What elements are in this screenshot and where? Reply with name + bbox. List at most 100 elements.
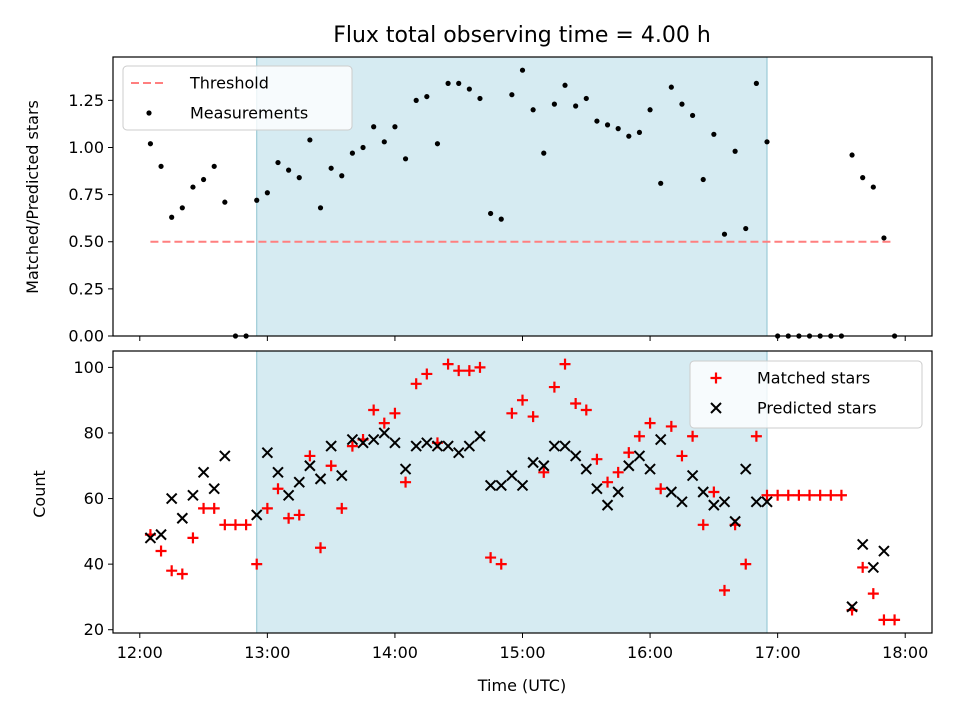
matched-star-point bbox=[261, 502, 273, 514]
measurement-point bbox=[658, 180, 664, 186]
predicted-star-point bbox=[750, 496, 763, 508]
matched-star-point bbox=[187, 532, 199, 544]
matched-star-point bbox=[219, 519, 231, 531]
predicted-star-point bbox=[654, 433, 667, 446]
measurement-point bbox=[498, 216, 504, 222]
measurement-point bbox=[668, 84, 674, 90]
measurement-point bbox=[604, 122, 611, 128]
matched-star-point bbox=[315, 542, 327, 554]
x-tick-label: 18:00 bbox=[882, 643, 928, 662]
measurement-point bbox=[275, 159, 281, 166]
predicted-star-point bbox=[633, 450, 646, 462]
predicted-star-point bbox=[740, 463, 752, 475]
predicted-star-point bbox=[410, 440, 422, 452]
plot-frame bbox=[112, 56, 933, 337]
predicted-star-point bbox=[176, 512, 189, 524]
matched-star-point bbox=[665, 420, 677, 432]
y-tick-label: 0.75 bbox=[68, 185, 104, 204]
matched-star-point bbox=[240, 519, 252, 531]
measurement-point bbox=[360, 144, 366, 151]
measurement-point bbox=[190, 184, 196, 190]
predicted-star-point bbox=[282, 489, 295, 501]
measurement-point bbox=[860, 175, 866, 181]
chart-title: Flux total observing time = 4.00 h bbox=[333, 23, 711, 48]
measurement-point bbox=[296, 175, 302, 181]
matched-star-point bbox=[538, 466, 550, 478]
measurement-point bbox=[870, 184, 876, 190]
x-axis-label: Time (UTC) bbox=[477, 676, 566, 695]
measurement-point bbox=[413, 97, 419, 103]
matched-star-point bbox=[495, 558, 507, 570]
measurement-point bbox=[636, 129, 643, 136]
matched-star-point bbox=[825, 489, 837, 501]
matched-star-point bbox=[878, 614, 890, 626]
matched-star-point bbox=[835, 489, 847, 501]
measurement-point bbox=[583, 95, 589, 102]
measurement-point bbox=[764, 139, 770, 145]
measurement-point bbox=[328, 165, 334, 171]
matched-star-point bbox=[804, 489, 816, 501]
matched-star-point bbox=[421, 368, 433, 380]
predicted-star-point bbox=[569, 450, 582, 462]
predicted-star-point bbox=[580, 463, 592, 475]
predicted-star-point bbox=[251, 509, 263, 521]
matched-star-point bbox=[623, 447, 635, 459]
predicted-star-point bbox=[495, 479, 507, 492]
predicted-star-point bbox=[878, 545, 890, 557]
measurement-point bbox=[392, 124, 398, 130]
predicted-star-point bbox=[442, 440, 454, 452]
matched-star-point bbox=[814, 489, 826, 501]
measurement-point bbox=[466, 86, 472, 92]
measurement-point bbox=[541, 150, 547, 156]
x-tick-label: 13:00 bbox=[244, 643, 290, 662]
y-tick-label: 1.00 bbox=[68, 138, 104, 157]
measurement-point bbox=[477, 95, 483, 102]
matched-star-point bbox=[750, 430, 762, 442]
legend-label: Matched stars bbox=[757, 369, 870, 388]
measurement-point bbox=[551, 101, 557, 107]
plot-frame bbox=[112, 350, 933, 634]
legend-swatch-predicted bbox=[710, 402, 722, 414]
predicted-star-point bbox=[856, 538, 869, 551]
measurement-point bbox=[488, 210, 494, 217]
y-tick-label: 40 bbox=[84, 555, 104, 574]
y-tick-label: 20 bbox=[84, 620, 104, 639]
legend-label: Measurements bbox=[190, 104, 308, 123]
measurement-point bbox=[381, 139, 387, 145]
predicted-star-point bbox=[644, 463, 656, 475]
matched-star-point bbox=[410, 378, 422, 390]
matched-star-point bbox=[251, 558, 263, 570]
x-tick-label: 12:00 bbox=[117, 643, 163, 662]
predicted-star-point bbox=[718, 496, 731, 508]
predicted-star-point bbox=[165, 492, 178, 505]
y-tick-label: 0.50 bbox=[68, 232, 104, 251]
predicted-star-point bbox=[548, 440, 561, 452]
matched-star-point bbox=[718, 584, 730, 596]
matched-star-point bbox=[517, 394, 528, 406]
matched-star-point bbox=[612, 466, 624, 478]
predicted-star-point bbox=[665, 486, 678, 498]
predicted-star-point bbox=[697, 486, 709, 498]
observing-window-span bbox=[256, 350, 768, 634]
measurement-point bbox=[424, 93, 430, 100]
measurement-point bbox=[530, 107, 536, 113]
matched-star-point bbox=[155, 545, 167, 557]
matched-star-point bbox=[272, 483, 284, 495]
predicted-star-point bbox=[389, 437, 401, 449]
matched-star-point bbox=[166, 565, 178, 577]
predicted-star-point bbox=[219, 450, 231, 462]
measurement-point bbox=[264, 190, 270, 196]
measurement-point bbox=[689, 112, 696, 119]
measurement-point bbox=[307, 137, 313, 143]
matched-star-point bbox=[474, 361, 486, 373]
predicted-star-point bbox=[357, 437, 369, 449]
matched-star-point bbox=[644, 417, 656, 429]
predicted-star-point bbox=[867, 561, 880, 574]
predicted-star-point bbox=[208, 483, 220, 495]
matched-star-point bbox=[389, 407, 401, 419]
matched-star-point bbox=[697, 519, 709, 531]
matched-star-point bbox=[304, 450, 316, 462]
matched-star-point bbox=[580, 404, 592, 416]
matched-star-point bbox=[378, 417, 390, 429]
